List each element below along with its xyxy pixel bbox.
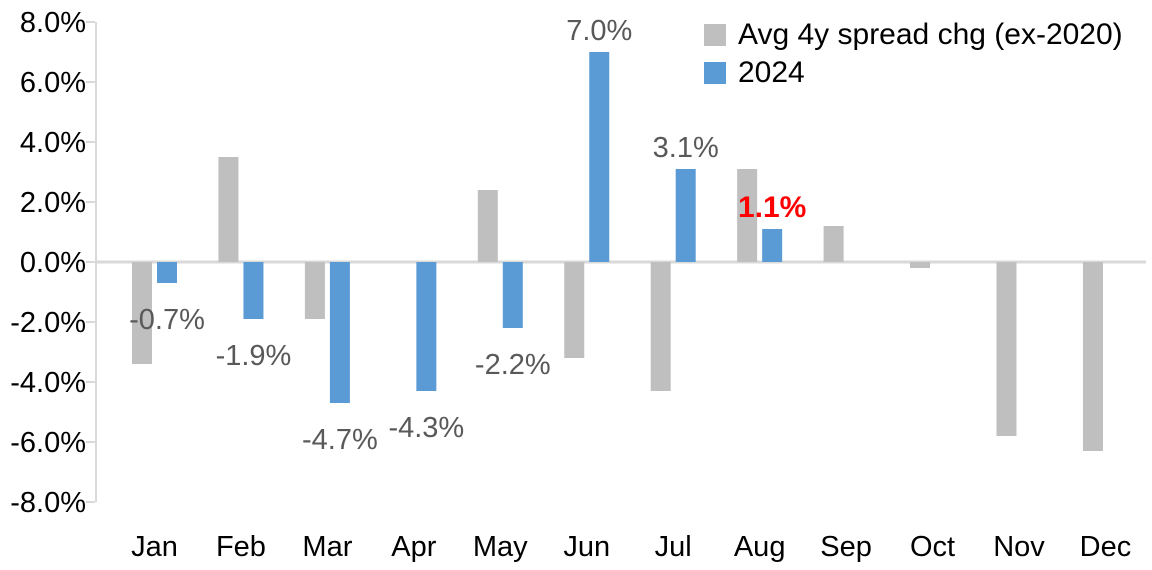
data-label-may: -2.2%: [475, 349, 551, 381]
y-axis-label: 6.0%: [20, 67, 86, 99]
bar-avg-dec: [1082, 262, 1103, 451]
y-axis-label: 8.0%: [20, 7, 86, 39]
bar-2024-jun: [589, 52, 610, 262]
data-label-jan: -0.7%: [129, 304, 205, 336]
x-axis-label-feb: Feb: [216, 531, 266, 563]
y-axis-label: 4.0%: [20, 127, 86, 159]
legend-item-2024: 2024: [704, 54, 1123, 92]
bar-avg-jul: [650, 262, 671, 391]
bar-avg-jun: [564, 262, 585, 358]
bar-avg-oct: [910, 262, 931, 268]
y-axis-tick: [86, 201, 95, 203]
legend-item-avg-spread: Avg 4y spread chg (ex-2020): [704, 16, 1123, 54]
data-label-feb: -1.9%: [216, 340, 292, 372]
legend-swatch-2024: [704, 62, 726, 84]
bar-avg-mar: [304, 262, 325, 319]
x-axis-label-aug: Aug: [734, 531, 786, 563]
legend: Avg 4y spread chg (ex-2020) 2024: [704, 16, 1123, 92]
x-axis-label-apr: Apr: [391, 531, 436, 563]
y-axis-tick: [86, 321, 95, 323]
bar-2024-apr: [416, 262, 437, 391]
x-axis-label-oct: Oct: [910, 531, 955, 563]
bar-avg-feb: [218, 157, 239, 262]
legend-label-2024: 2024: [738, 56, 805, 89]
bar-2024-jul: [675, 169, 696, 262]
x-axis-label-may: May: [473, 531, 528, 563]
legend-swatch-avg-spread: [704, 24, 726, 46]
y-axis-label: 2.0%: [20, 187, 86, 219]
x-axis-label-mar: Mar: [302, 531, 352, 563]
y-axis-tick: [86, 21, 95, 23]
y-axis-tick: [86, 501, 95, 503]
y-axis-label: -4.0%: [10, 367, 86, 399]
x-axis-label-nov: Nov: [993, 531, 1045, 563]
y-axis-label: -2.0%: [10, 307, 86, 339]
data-label-aug: 1.1%: [738, 191, 806, 224]
y-axis-tick: [86, 441, 95, 443]
data-label-apr: -4.3%: [388, 412, 464, 444]
bar-avg-nov: [996, 262, 1017, 436]
x-axis-label-jun: Jun: [563, 531, 610, 563]
bar-2024-may: [502, 262, 523, 328]
bar-2024-feb: [243, 262, 264, 319]
y-axis-label: -6.0%: [10, 427, 86, 459]
bar-avg-sep: [823, 226, 844, 262]
data-label-mar: -4.7%: [302, 424, 378, 456]
bar-2024-jan: [157, 262, 177, 283]
y-axis-tick: [86, 381, 95, 383]
data-label-jul: 3.1%: [653, 132, 719, 164]
y-axis-label: -8.0%: [10, 487, 86, 519]
bar-avg-may: [477, 190, 498, 262]
y-axis-tick: [86, 81, 95, 83]
x-axis-label-sep: Sep: [820, 531, 872, 563]
bar-avg-jan: [132, 262, 152, 364]
bar-avg-aug: [737, 169, 758, 262]
zero-gridline: [95, 260, 1146, 264]
y-axis-label: 0.0%: [20, 247, 86, 279]
y-axis-tick: [86, 141, 95, 143]
x-axis-label-jul: Jul: [655, 531, 692, 563]
x-axis-label-dec: Dec: [1080, 531, 1132, 563]
legend-label-avg-spread: Avg 4y spread chg (ex-2020): [738, 18, 1123, 51]
y-axis-tick: [86, 261, 95, 263]
bar-2024-mar: [329, 262, 350, 403]
data-label-jun: 7.0%: [566, 15, 632, 47]
x-axis-label-jan: Jan: [131, 531, 178, 563]
bar-2024-aug: [762, 229, 783, 262]
